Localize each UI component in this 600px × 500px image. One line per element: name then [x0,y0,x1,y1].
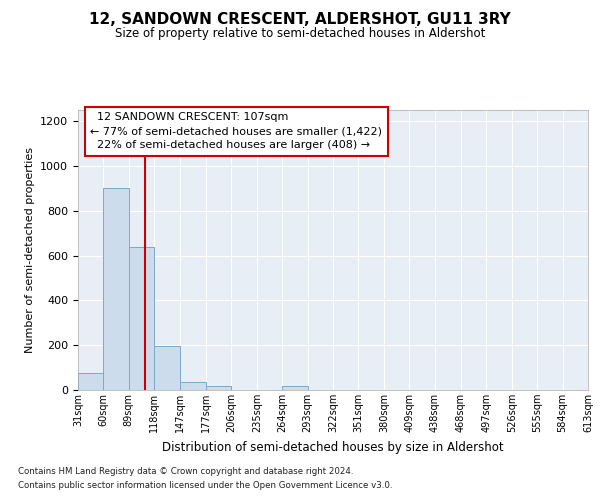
Y-axis label: Number of semi-detached properties: Number of semi-detached properties [25,147,35,353]
Bar [179,382,206,390]
Bar [282,386,308,390]
Text: Contains public sector information licensed under the Open Government Licence v3: Contains public sector information licen… [18,481,392,490]
Text: Contains HM Land Registry data © Crown copyright and database right 2024.: Contains HM Land Registry data © Crown c… [18,467,353,476]
Bar [78,373,103,390]
Text: 12, SANDOWN CRESCENT, ALDERSHOT, GU11 3RY: 12, SANDOWN CRESCENT, ALDERSHOT, GU11 3R… [89,12,511,28]
Bar [206,386,232,390]
Bar [129,246,154,390]
Bar [103,188,129,390]
Text: Size of property relative to semi-detached houses in Aldershot: Size of property relative to semi-detach… [115,28,485,40]
Text: 12 SANDOWN CRESCENT: 107sqm
← 77% of semi-detached houses are smaller (1,422)
  : 12 SANDOWN CRESCENT: 107sqm ← 77% of sem… [90,112,382,150]
Bar [154,346,179,390]
X-axis label: Distribution of semi-detached houses by size in Aldershot: Distribution of semi-detached houses by … [162,440,504,454]
